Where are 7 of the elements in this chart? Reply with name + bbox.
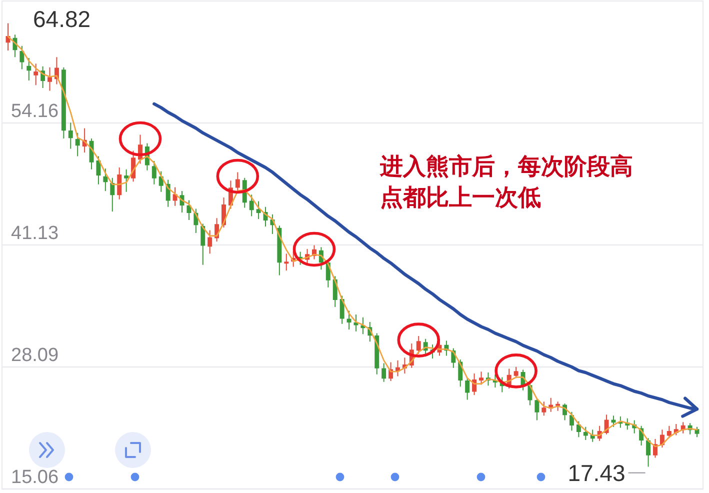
annotation: 64.82 bbox=[33, 6, 91, 32]
annotation: 进入熊市后，每次阶段高点都比上一次低 bbox=[380, 153, 634, 213]
y-tick-label: 28.09 bbox=[11, 345, 59, 366]
y-tick-label: 41.13 bbox=[11, 222, 59, 244]
y-tick-label: 54.16 bbox=[11, 100, 59, 122]
annotation: 17.43 bbox=[568, 460, 626, 486]
y-tick-label: 15.06 bbox=[11, 467, 59, 488]
